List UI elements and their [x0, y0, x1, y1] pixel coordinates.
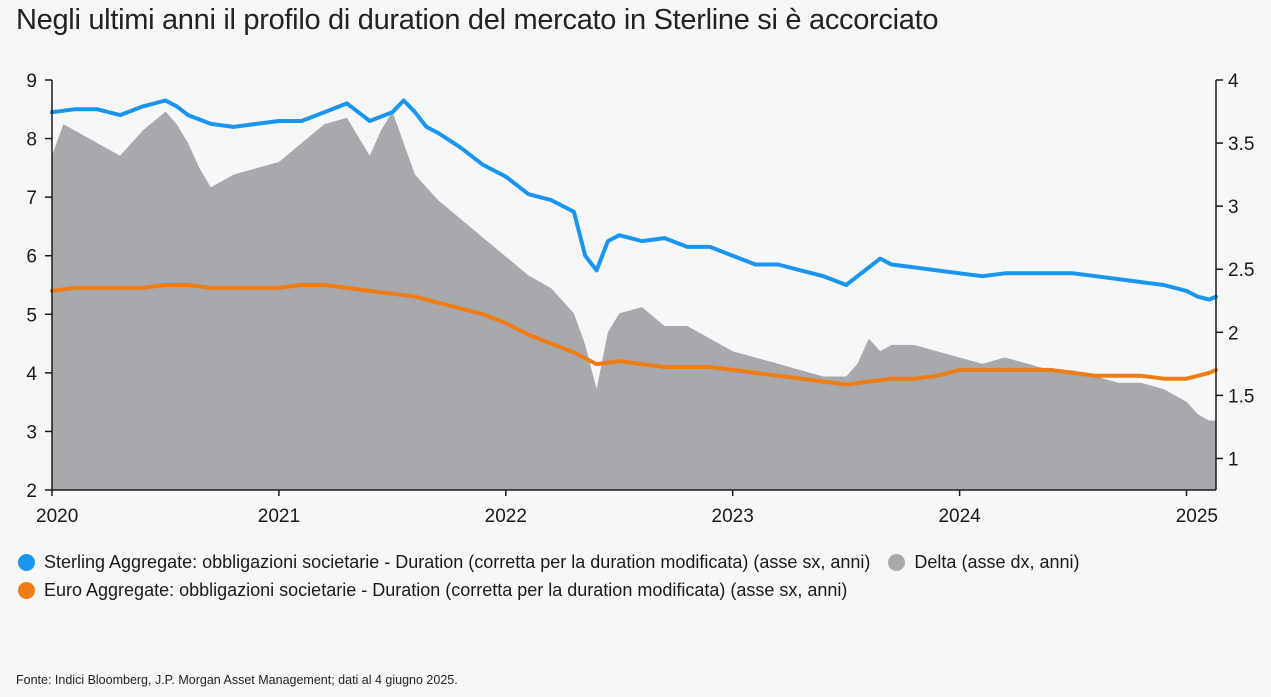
lines-layer — [50, 98, 1218, 387]
legend-dot-delta — [888, 554, 906, 571]
legend-label-sterling: Sterling Aggregate: obbligazioni societa… — [44, 552, 871, 572]
right-tick-label: 1 — [1228, 449, 1239, 470]
left-tick-label: 5 — [26, 305, 37, 326]
left-tick-label: 9 — [26, 71, 37, 92]
x-tick-label: 2023 — [712, 506, 754, 527]
legend-label-euro: Euro Aggregate: obbligazioni societarie … — [44, 580, 848, 600]
left-tick-label: 8 — [26, 130, 37, 151]
left-tick-label: 7 — [26, 188, 37, 209]
x-tick-label: 2021 — [258, 506, 300, 527]
legend-dot-sterling — [18, 554, 35, 571]
right-tick-label: 4 — [1228, 71, 1239, 92]
euro-line — [50, 283, 1218, 387]
delta-area — [52, 111, 1216, 490]
left-tick-label: 6 — [26, 247, 37, 268]
legend-dot-euro — [18, 582, 35, 599]
legend-row-1: Sterling Aggregate: obbligazioni societa… — [18, 552, 1080, 573]
right-tick-label: 1.5 — [1228, 386, 1254, 407]
right-tick-label: 3 — [1228, 197, 1239, 218]
left-tick-label: 3 — [26, 422, 37, 443]
right-tick-label: 2.5 — [1228, 260, 1254, 281]
legend-row-2: Euro Aggregate: obbligazioni societarie … — [18, 580, 847, 601]
x-tick-label: 2024 — [938, 506, 981, 527]
right-tick-label: 2 — [1228, 323, 1239, 344]
x-tick-label: 2022 — [485, 506, 527, 527]
delta-area-layer — [52, 111, 1216, 490]
source-note: Fonte: Indici Bloomberg, J.P. Morgan Ass… — [16, 673, 458, 687]
x-tick-label: 2025 — [1176, 506, 1218, 527]
left-tick-label: 4 — [26, 364, 37, 385]
right-tick-label: 3.5 — [1228, 134, 1254, 155]
sterling-line — [50, 98, 1218, 302]
legend-label-delta: Delta (asse dx, anni) — [914, 552, 1080, 572]
x-tick-label: 2020 — [36, 506, 78, 527]
ticks-layer: 2 3 4 5 6 7 8 9 1 1.5 2 2.5 3 3.5 4 2020 2021 2022 2023 202… — [26, 71, 1254, 527]
chart: 2 3 4 5 6 7 8 9 1 1.5 2 2.5 3 3.5 4 2020 2021 2022 2023 202… — [26, 71, 1254, 527]
chart-title: Negli ultimi anni il profilo di duration… — [16, 4, 939, 36]
left-tick-label: 2 — [26, 481, 37, 502]
